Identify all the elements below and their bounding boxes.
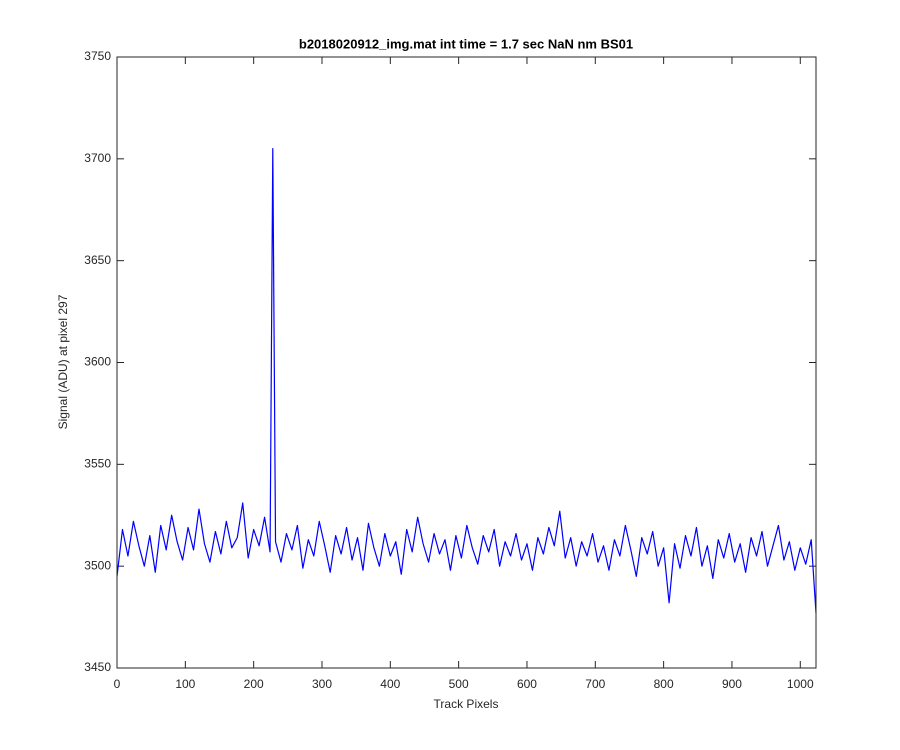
x-tick-label: 0	[114, 677, 121, 691]
x-tick-label: 500	[449, 677, 469, 691]
x-tick-label: 100	[175, 677, 195, 691]
x-tick-label: 700	[585, 677, 605, 691]
plot-box	[116, 56, 817, 669]
x-tick-label: 800	[654, 677, 674, 691]
chart-title: b2018020912_img.mat int time = 1.7 sec N…	[299, 36, 633, 51]
y-axis-label: Signal (ADU) at pixel 297	[56, 294, 70, 429]
y-tick-label: 3650	[84, 253, 111, 267]
y-tick-label: 3600	[84, 355, 111, 369]
x-tick-label: 1000	[787, 677, 814, 691]
y-tick-label: 3450	[84, 660, 111, 674]
y-tick-label: 3500	[84, 558, 111, 572]
x-tick-label: 200	[244, 677, 264, 691]
x-tick-label: 300	[312, 677, 332, 691]
y-tick-label: 3750	[84, 49, 111, 63]
x-tick-label: 400	[380, 677, 400, 691]
data-line	[116, 148, 817, 614]
x-tick-label: 600	[517, 677, 537, 691]
y-tick-label: 3700	[84, 151, 111, 165]
x-axis-label: Track Pixels	[434, 697, 499, 711]
y-tick-label: 3550	[84, 457, 111, 471]
x-tick-label: 900	[722, 677, 742, 691]
